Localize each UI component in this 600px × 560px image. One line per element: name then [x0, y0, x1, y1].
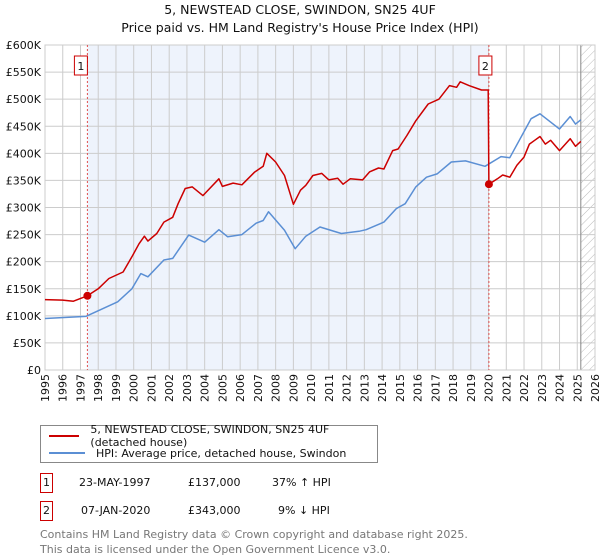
y-tick-label: £350K	[6, 174, 42, 187]
x-tick-label: 1997	[74, 374, 87, 402]
x-tick-label: 2005	[216, 374, 229, 402]
chart-title: 5, NEWSTEAD CLOSE, SWINDON, SN25 4UF	[164, 2, 436, 17]
x-tick-label: 2001	[145, 374, 158, 402]
property-price-line	[44, 81, 582, 302]
annotation-label-1: 1	[77, 60, 84, 73]
x-tick-label: 2002	[163, 374, 176, 402]
x-tick-label: 2017	[429, 374, 442, 402]
x-tick-label: 2024	[554, 374, 567, 402]
chart-subtitle: Price paid vs. HM Land Registry's House …	[121, 20, 479, 35]
y-tick-label: £300K	[6, 202, 42, 215]
annotation-box-1	[73, 55, 88, 76]
x-tick-label: 2014	[376, 374, 389, 402]
x-tick-label: 2011	[323, 374, 336, 402]
x-tick-label: 2016	[412, 374, 425, 402]
sale-date: 23-MAY-1997	[79, 476, 151, 489]
legend: 5, NEWSTEAD CLOSE, SWINDON, SN25 4UF (de…	[40, 423, 378, 463]
x-tick-label: 2010	[305, 374, 318, 402]
y-tick-label: £100K	[6, 310, 42, 323]
sale-row-2: 2 07-JAN-2020 £343,000 9% ↓ HPI	[40, 501, 440, 521]
y-tick-label: £150K	[6, 283, 42, 296]
annotation-box-2	[478, 55, 493, 76]
sale-point-2	[484, 180, 493, 189]
sale-date: 07-JAN-2020	[81, 504, 151, 517]
legend-item-hpi: HPI: Average price, detached house, Swin…	[49, 445, 346, 461]
plot-frame	[44, 44, 596, 371]
x-tick-label: 2003	[181, 374, 194, 402]
x-tick-label: 2021	[500, 374, 513, 402]
sale-hpi-diff: 37% ↑ HPI	[272, 476, 331, 489]
x-tick-label: 2004	[199, 374, 212, 402]
x-tick-label: 2012	[341, 374, 354, 402]
hpi-line	[44, 113, 582, 320]
x-tick-label: 2023	[536, 374, 549, 402]
x-tick-label: 2009	[287, 374, 300, 402]
y-tick-label: £600K	[6, 39, 42, 52]
legend-item-property: 5, NEWSTEAD CLOSE, SWINDON, SN25 4UF (de…	[49, 423, 377, 449]
legend-swatch-blue	[49, 452, 85, 454]
sale-price: £343,000	[188, 504, 241, 517]
y-tick-label: £50K	[13, 337, 42, 350]
sale-marker-2: 2	[40, 501, 53, 521]
x-tick-label: 2015	[394, 374, 407, 402]
x-tick-label: 2000	[128, 374, 141, 402]
y-tick-label: £450K	[6, 120, 42, 133]
x-tick-label: 1996	[57, 374, 70, 402]
x-tick-label: 2013	[358, 374, 371, 402]
legend-label-hpi: HPI: Average price, detached house, Swin…	[96, 446, 347, 460]
x-tick-label: 1999	[110, 374, 123, 402]
x-tick-label: 2007	[252, 374, 265, 402]
y-tick-label: £400K	[6, 147, 42, 160]
legend-swatch-red	[49, 435, 80, 437]
y-tick-label: £200K	[6, 256, 42, 269]
x-tick-label: 2008	[270, 374, 283, 402]
x-tick-label: 2025	[571, 374, 584, 402]
sale-row-1: 1 23-MAY-1997 £137,000 37% ↑ HPI	[40, 473, 440, 493]
x-tick-label: 2022	[518, 374, 531, 402]
price-chart: 1995 1996 1997 1998 1999 2000 2001 2002 2003 2004…	[6, 39, 600, 402]
annotation-label-2: 2	[482, 60, 489, 73]
footer-licence: This data is licensed under the Open Gov…	[40, 543, 391, 556]
y-tick-label: £0	[27, 364, 41, 377]
x-tick-label: 1995	[39, 374, 52, 402]
x-tick-label: 2020	[483, 374, 496, 402]
sale-marker-1: 1	[40, 473, 53, 493]
sale-hpi-diff: 9% ↓ HPI	[278, 504, 330, 517]
sale-price: £137,000	[188, 476, 241, 489]
y-tick-label: £500K	[6, 93, 42, 106]
x-tick-label: 1998	[92, 374, 105, 402]
x-tick-label: 2006	[234, 374, 247, 402]
y-tick-label: £250K	[6, 229, 42, 242]
x-tick-label: 2026	[589, 374, 600, 402]
y-tick-label: £550K	[6, 66, 42, 79]
legend-label-property: 5, NEWSTEAD CLOSE, SWINDON, SN25 4UF (de…	[90, 423, 330, 449]
sale-point-1	[83, 291, 92, 300]
x-tick-label: 2018	[447, 374, 460, 402]
footer-copyright: Contains HM Land Registry data © Crown c…	[40, 528, 468, 541]
x-tick-label: 2019	[465, 374, 478, 402]
